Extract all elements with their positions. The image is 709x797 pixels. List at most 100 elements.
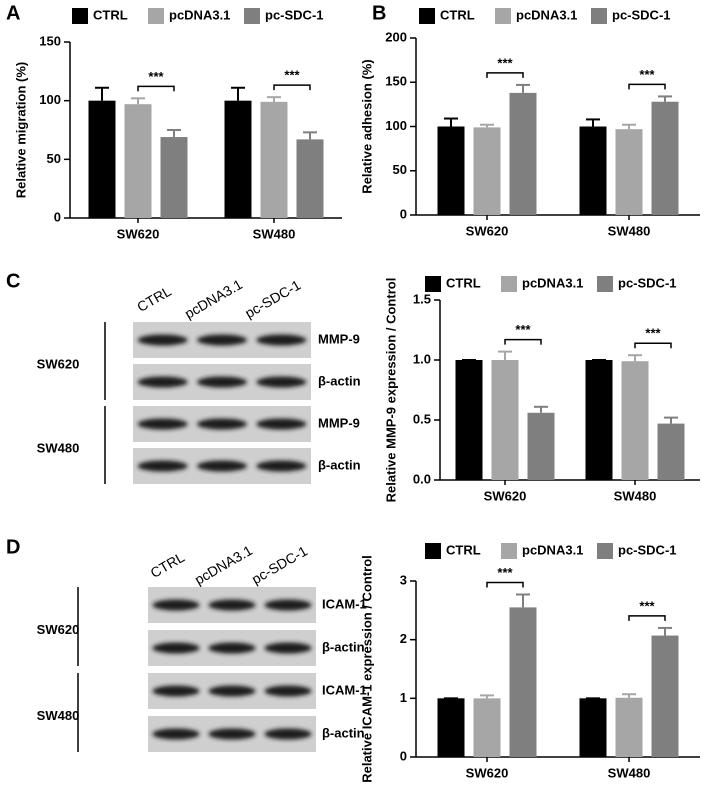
blot-band [152,685,200,697]
row-label: β-actin [318,457,361,472]
group-label: SW620 [37,356,80,371]
bar [579,698,607,757]
y-tick-label: 0 [54,209,61,224]
y-tick-label: 1 [400,690,407,705]
significance-bracket [137,85,175,92]
row-label: MMP-9 [318,415,360,430]
error-bar [622,693,636,698]
y-tick-label: 1.5 [413,291,431,306]
bar [615,697,643,757]
blot-band [137,376,188,388]
legend-swatch [597,276,613,292]
blot-band [256,334,307,346]
group-label: SW620 [37,622,80,637]
bar [509,607,537,757]
legend-label: CTRL [440,7,475,22]
y-tick-label: 50 [393,162,407,177]
legend-label: CTRL [93,7,128,22]
significance-label: *** [645,326,661,341]
blot-band [137,418,188,430]
significance-label: *** [497,55,513,70]
significance-label: *** [639,598,655,613]
y-tick-label: 0 [400,206,407,221]
bar [579,126,607,215]
bar [296,139,324,218]
error-bar [267,96,281,102]
row-label: MMP-9 [318,331,360,346]
legend-label: CTRL [446,542,481,557]
error-bar [131,97,145,105]
y-tick-label: 0 [400,748,407,763]
error-bar [480,123,494,128]
panel-label: B [372,2,386,24]
blot-band [208,599,256,611]
blot-band [152,599,200,611]
y-axis-label: Relative migration (%) [13,62,28,199]
bar [621,361,649,480]
error-bar [628,354,642,362]
bar [527,412,555,480]
bar [651,635,679,757]
bar [124,104,152,218]
significance-label: *** [148,69,164,84]
lane-label: pc-SDC-1 [242,276,303,321]
y-axis-label: Relative ICAM-1 expression / Control [359,555,374,783]
lane-label: pcDNA3.1 [192,542,255,588]
significance-label: *** [497,565,513,580]
bar [651,101,679,215]
y-tick-label: 2 [400,631,407,646]
bar [473,698,501,757]
row-label: ICAM-1 [322,596,367,611]
significance-label: *** [639,67,655,82]
blot-band [208,642,256,654]
blot-band [208,685,256,697]
bar [473,127,501,215]
blot-band [152,642,200,654]
error-bar [664,416,678,424]
error-bar [480,694,494,699]
legend-swatch [501,276,517,292]
y-tick-label: 0.0 [413,471,431,486]
error-bar [658,626,672,636]
legend-swatch [425,543,441,559]
error-bar [622,123,636,130]
blot-band [197,418,247,430]
bar [88,100,116,218]
blot-band [256,460,307,472]
y-tick-label: 200 [385,29,407,44]
y-axis-label: Relative MMP-9 expression / Control [383,278,398,503]
bar [437,126,465,215]
bar [615,129,643,215]
legend-swatch [591,8,607,24]
bar [437,698,465,757]
row-label: β-actin [322,639,365,654]
significance-bracket [273,84,311,91]
bar [455,360,483,480]
lane-label: pc-SDC-1 [249,542,310,587]
legend-swatch [72,8,88,24]
x-tick-label: SW620 [466,223,509,238]
panel-label: C [6,270,20,292]
y-tick-label: 1.0 [413,351,431,366]
error-bar [658,95,672,102]
x-tick-label: SW480 [608,223,651,238]
blot-band [137,460,188,472]
blot-band [264,642,312,654]
blot-band [197,334,247,346]
legend-label: pc-SDC-1 [612,7,671,22]
lane-label: pcDNA3.1 [182,276,245,322]
y-tick-label: 100 [385,118,407,133]
legend-label: pc-SDC-1 [618,275,677,290]
y-tick-label: 50 [47,151,61,166]
error-bar [303,131,317,140]
row-label: ICAM-1 [322,682,367,697]
legend-label: pcDNA3.1 [522,275,583,290]
blot-band [197,376,247,388]
blot-band [137,334,188,346]
error-bar [95,86,109,101]
legend-swatch [419,8,435,24]
bar [509,92,537,215]
bar [585,360,613,480]
y-tick-label: 0.5 [413,411,431,426]
error-bar [231,86,245,101]
